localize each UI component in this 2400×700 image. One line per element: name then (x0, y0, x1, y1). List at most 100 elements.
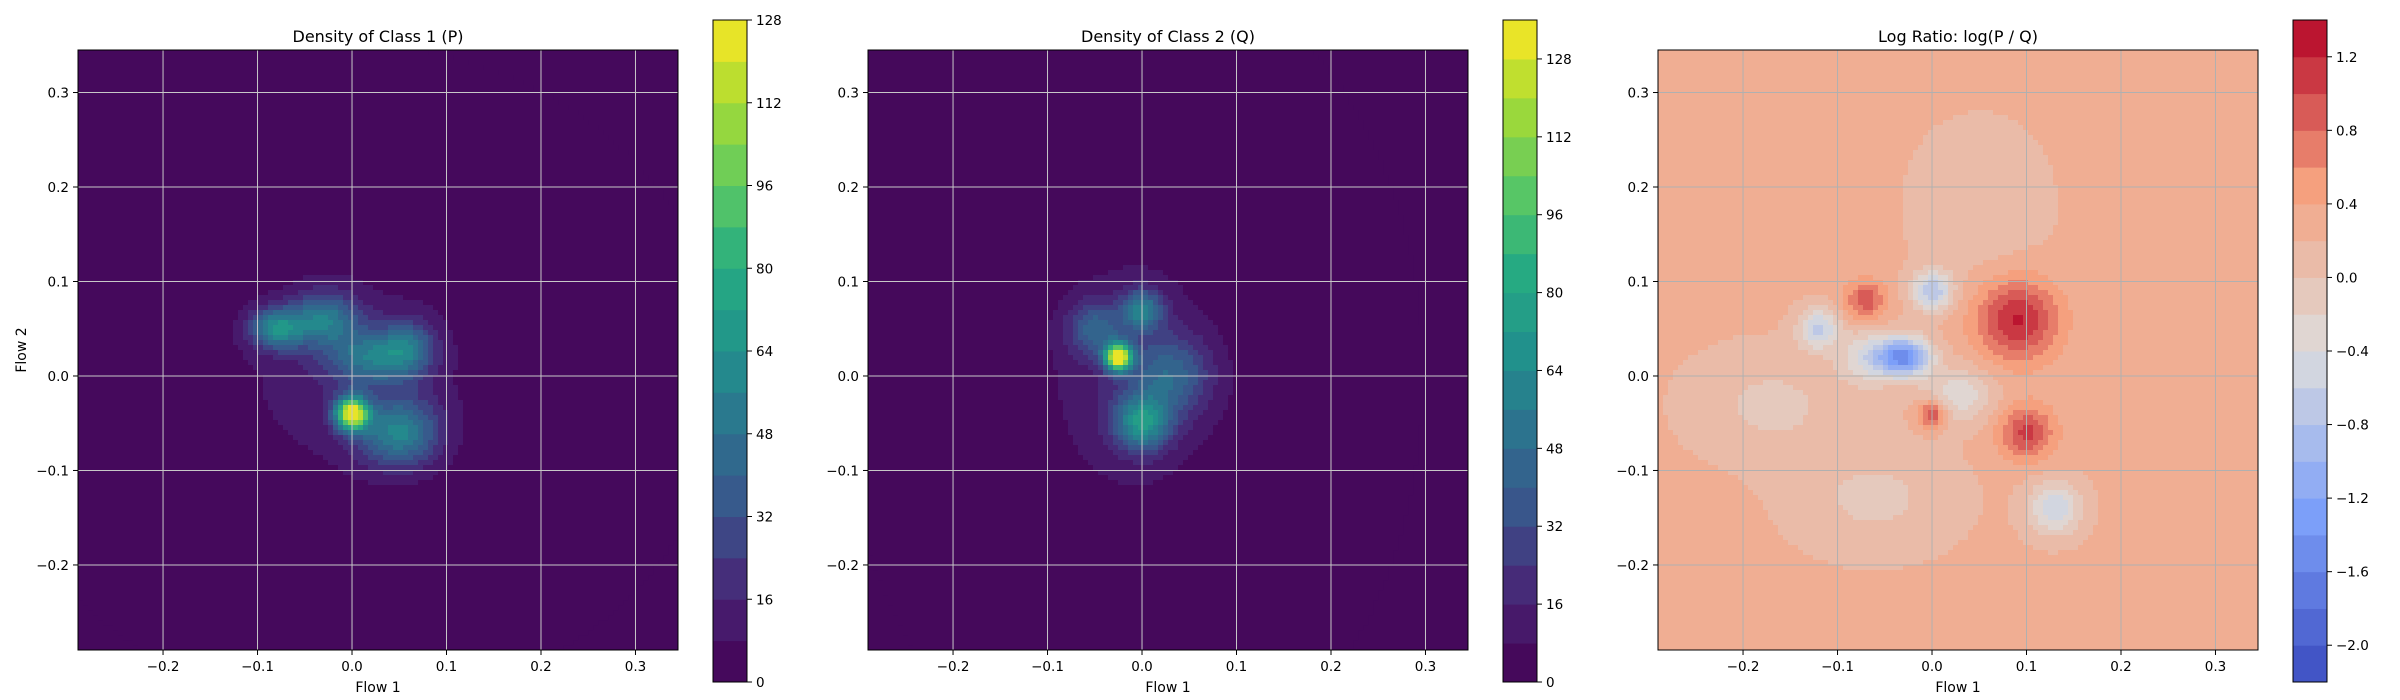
field-cell (93, 280, 99, 286)
field-cell (263, 150, 269, 156)
field-cell (348, 190, 354, 196)
field-cell (353, 95, 359, 101)
field-cell (333, 270, 339, 276)
field-cell (153, 125, 159, 131)
field-cell (238, 245, 244, 251)
field-cell (188, 175, 194, 181)
field-cell (363, 85, 369, 91)
field-cell (313, 205, 319, 211)
field-cell (318, 160, 324, 166)
field-cell (88, 230, 94, 236)
field-cell (253, 60, 259, 66)
field-cell (468, 145, 474, 151)
field-cell (338, 115, 344, 121)
field-cell (213, 110, 219, 116)
field-cell (478, 170, 484, 176)
field-cell (278, 160, 284, 166)
field-cell (128, 110, 134, 116)
field-cell (568, 120, 574, 126)
field-cell (268, 170, 274, 176)
field-cell (638, 270, 644, 276)
field-cell (133, 145, 139, 151)
field-cell (348, 130, 354, 136)
field-cell (613, 180, 619, 186)
field-cell (393, 115, 399, 121)
field-cell (383, 265, 389, 271)
field-cell (413, 290, 419, 296)
field-cell (433, 285, 439, 291)
field-cell (563, 290, 569, 296)
field-cell (523, 275, 529, 281)
field-cell (178, 135, 184, 141)
field-cell (668, 250, 674, 256)
field-cell (233, 65, 239, 71)
field-cell (298, 115, 304, 121)
field-cell (448, 220, 454, 226)
field-cell (568, 130, 574, 136)
field-cell (333, 120, 339, 126)
field-cell (423, 130, 429, 136)
field-cell (253, 210, 259, 216)
field-cell (228, 250, 234, 256)
field-cell (573, 115, 579, 121)
field-cell (508, 100, 514, 106)
field-cell (303, 265, 309, 271)
field-cell (243, 150, 249, 156)
field-cell (168, 270, 174, 276)
field-cell (488, 75, 494, 81)
field-cell (448, 285, 454, 291)
field-cell (428, 165, 434, 171)
field-cell (598, 230, 604, 236)
field-cell (88, 180, 94, 186)
field-cell (208, 195, 214, 201)
field-cell (493, 175, 499, 181)
field-cell (188, 230, 194, 236)
field-cell (408, 235, 414, 241)
field-cell (103, 255, 109, 261)
field-cell (423, 190, 429, 196)
field-cell (333, 110, 339, 116)
field-cell (528, 175, 534, 181)
field-cell (223, 265, 229, 271)
field-cell (463, 280, 469, 286)
field-cell (493, 225, 499, 231)
field-cell (628, 205, 634, 211)
field-cell (578, 135, 584, 141)
field-cell (463, 95, 469, 101)
field-cell (588, 265, 594, 271)
field-cell (243, 145, 249, 151)
field-cell (568, 115, 574, 121)
field-cell (193, 235, 199, 241)
field-cell (473, 245, 479, 251)
field-cell (148, 110, 154, 116)
field-cell (313, 195, 319, 201)
field-cell (573, 230, 579, 236)
field-cell (533, 175, 539, 181)
field-cell (433, 205, 439, 211)
field-cell (598, 245, 604, 251)
field-cell (303, 210, 309, 216)
field-cell (298, 170, 304, 176)
field-cell (83, 170, 89, 176)
field-cell (108, 175, 114, 181)
field-cell (283, 105, 289, 111)
field-cell (543, 275, 549, 281)
field-cell (443, 70, 449, 76)
field-cell (223, 190, 229, 196)
field-cell (303, 270, 309, 276)
field-cell (343, 130, 349, 136)
field-cell (468, 215, 474, 221)
field-cell (543, 115, 549, 121)
field-cell (193, 95, 199, 101)
field-cell (328, 130, 334, 136)
field-cell (278, 235, 284, 241)
field-cell (483, 240, 489, 246)
field-cell (663, 285, 669, 291)
field-cell (503, 185, 509, 191)
field-cell (133, 265, 139, 271)
field-cell (433, 240, 439, 246)
field-cell (543, 285, 549, 291)
field-cell (403, 170, 409, 176)
field-cell (213, 250, 219, 256)
field-cell (668, 255, 674, 261)
